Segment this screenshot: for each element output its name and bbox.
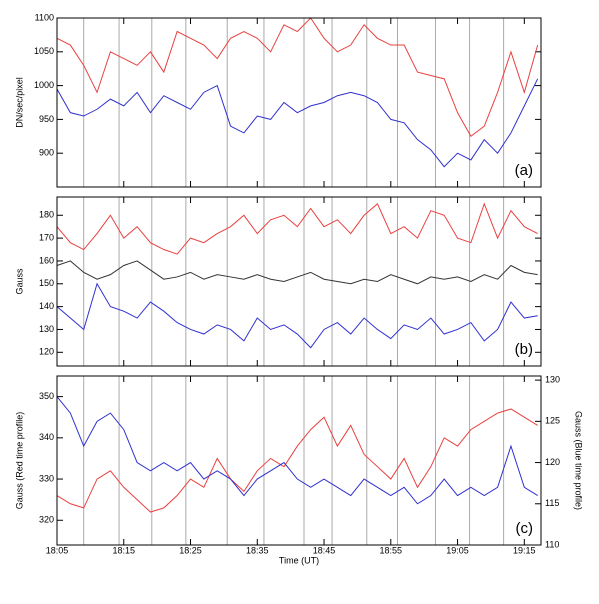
y-axis-label: Gauss	[14, 268, 24, 295]
x-tick-label: 18:05	[46, 545, 69, 555]
panel-frame	[56, 196, 542, 367]
y-tick-label: 150	[39, 278, 54, 288]
y-tick-label: 1000	[34, 80, 54, 90]
series-line	[56, 396, 538, 505]
y-tick-label: 900	[39, 148, 54, 158]
y2-tick-label: 110	[545, 539, 559, 549]
y-axis-label: DN/sec/pixel	[14, 77, 24, 128]
y-tick-label: 1100	[35, 12, 54, 22]
x-tick-label: 18:55	[380, 545, 403, 555]
x-axis-label: Time (UT)	[279, 555, 319, 565]
x-tick-label: 18:35	[246, 545, 269, 555]
y2-tick-label: 115	[545, 498, 559, 508]
series-line	[56, 17, 539, 138]
series-line	[56, 408, 538, 513]
y-tick-label: 160	[39, 255, 54, 265]
y-tick-label: 180	[39, 210, 54, 220]
y-tick-label: 170	[39, 232, 54, 242]
y-tick-label: 120	[39, 347, 54, 357]
y-axis-label: Gauss (Red time profile)	[14, 412, 24, 510]
y-tick-label: 340	[39, 432, 54, 442]
y-tick-label: 950	[39, 114, 54, 124]
y2-tick-label: 130	[545, 374, 560, 384]
panel-label: (b)	[515, 341, 533, 358]
y-tick-label: 140	[39, 301, 54, 311]
series-line	[56, 202, 538, 255]
y2-axis-label: Gauss (Blue time profile)	[574, 411, 584, 510]
panel-label: (c)	[516, 520, 534, 537]
series-line	[56, 282, 538, 349]
panel-frame	[56, 375, 542, 546]
y-tick-label: 330	[39, 473, 54, 483]
panel-label: (a)	[515, 162, 533, 179]
x-tick-label: 19:05	[446, 545, 469, 555]
y-tick-label: 350	[39, 391, 54, 401]
series-line	[56, 260, 538, 285]
x-tick-label: 19:15	[513, 545, 536, 555]
x-tick-label: 18:45	[313, 545, 336, 555]
y-tick-label: 320	[39, 515, 54, 525]
panel-frame	[56, 17, 542, 188]
y2-tick-label: 120	[545, 457, 560, 467]
series-line	[56, 78, 539, 168]
x-tick-label: 18:15	[112, 545, 135, 555]
y-tick-label: 1050	[34, 46, 54, 56]
x-tick-label: 18:25	[179, 545, 202, 555]
y-tick-label: 130	[39, 324, 54, 334]
y2-tick-label: 125	[545, 416, 560, 426]
